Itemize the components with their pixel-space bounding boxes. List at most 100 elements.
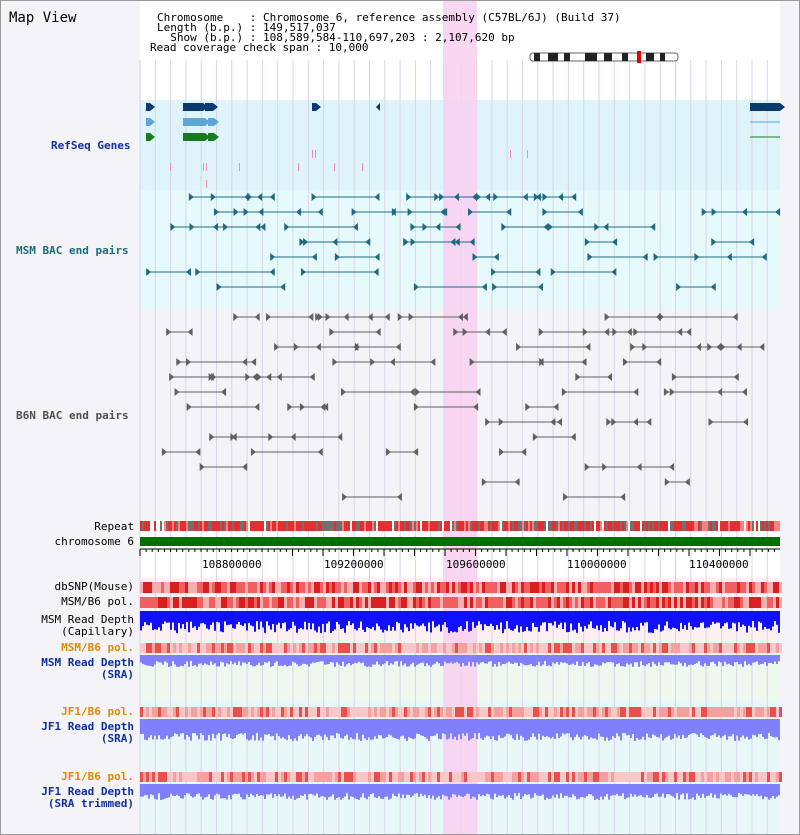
snp-cell (470, 582, 473, 593)
snp-cell (635, 597, 638, 608)
depth-bar (722, 655, 724, 666)
depth-bar (738, 719, 740, 741)
depth-bar (332, 719, 334, 736)
snp-cell (221, 772, 224, 782)
snp-cell (758, 597, 761, 608)
depth-bar (252, 611, 254, 627)
depth-bar (370, 611, 372, 629)
snp-cell (362, 707, 365, 717)
snp-cell (200, 643, 203, 653)
snp-cell (299, 643, 302, 653)
repeat-cell (444, 521, 446, 531)
repeat-cell (676, 521, 678, 531)
bac-end (188, 193, 194, 201)
track-label-msm-bac[interactable]: MSM BAC end pairs (16, 244, 129, 257)
depth-bar (226, 611, 228, 626)
depth-bar (704, 611, 706, 629)
snp-cell (758, 643, 761, 653)
depth-bar (318, 655, 320, 662)
snp-cell (695, 582, 698, 593)
depth-bar (276, 719, 278, 734)
depth-bar (340, 655, 342, 667)
depth-bar (360, 719, 362, 741)
snp-cell (164, 582, 167, 593)
snp-cell (770, 582, 773, 593)
depth-bar (314, 655, 316, 663)
track-label-b6n-bac[interactable]: B6N BAC end pairs (16, 409, 129, 422)
depth-bar (146, 784, 148, 796)
depth-bar (574, 784, 576, 797)
depth-bar (576, 611, 578, 633)
repeat-cell (446, 521, 448, 531)
snp-cell (374, 643, 377, 653)
repeat-cell (602, 521, 604, 531)
depth-bar (254, 611, 256, 632)
repeat-cell (548, 521, 550, 531)
depth-bar (414, 611, 416, 624)
snp-cell (614, 597, 617, 608)
snp-cell (452, 707, 455, 717)
depth-bar (592, 611, 594, 629)
depth-bar (364, 784, 366, 798)
snp-cell (176, 643, 179, 653)
snp-cell (578, 643, 581, 653)
track-label-dbsnp: dbSNP(Mouse) (54, 580, 134, 593)
depth-bar (696, 655, 698, 663)
depth-bar (422, 611, 424, 624)
snp-cell (764, 582, 767, 593)
repeat-cell (176, 521, 178, 531)
snp-cell (638, 707, 641, 717)
snp-cell (602, 582, 605, 593)
snp-cell (761, 597, 764, 608)
depth-bar (666, 611, 668, 622)
snp-cell (431, 582, 434, 593)
depth-bar (206, 611, 208, 629)
depth-bar (296, 611, 298, 633)
snp-cell (404, 582, 407, 593)
bac-end (169, 373, 175, 381)
depth-bar (154, 655, 156, 665)
depth-bar (642, 611, 644, 626)
snp-cell (335, 772, 338, 782)
depth-bar (728, 655, 730, 664)
depth-bar (196, 655, 198, 667)
snp-cell (317, 597, 320, 608)
snp-cell (581, 707, 584, 717)
snp-cell (533, 597, 536, 608)
depth-bar (172, 719, 174, 737)
depth-bar (202, 655, 204, 666)
depth-bar (562, 655, 564, 663)
snp-cell (587, 582, 590, 593)
snp-cell (383, 643, 386, 653)
depth-bar (548, 655, 550, 666)
depth-bar (522, 784, 524, 797)
depth-bar (666, 655, 668, 663)
repeat-cell (400, 521, 402, 531)
snp-cell (308, 643, 311, 653)
depth-bar (400, 719, 402, 737)
depth-bar (140, 719, 142, 735)
snp-cell (296, 707, 299, 717)
repeat-cell (476, 521, 478, 531)
snp-cell (506, 707, 509, 717)
depth-bar (142, 784, 144, 797)
depth-bar (618, 611, 620, 631)
snp-cell (710, 582, 713, 593)
snp-cell (674, 582, 677, 593)
snp-cell (347, 597, 350, 608)
repeat-cell (616, 521, 618, 531)
depth-bar (672, 719, 674, 739)
depth-bar (730, 655, 732, 666)
snp-cell (221, 582, 224, 593)
depth-bar (200, 719, 202, 734)
depth-bar (260, 719, 262, 738)
snp-cell (263, 597, 266, 608)
depth-bar (240, 784, 242, 798)
depth-bar (724, 719, 726, 735)
depth-bar (498, 655, 500, 662)
track-label-refseq-genes[interactable]: RefSeq Genes (51, 139, 131, 152)
repeat-cell (298, 521, 300, 531)
snp-cell (278, 707, 281, 717)
